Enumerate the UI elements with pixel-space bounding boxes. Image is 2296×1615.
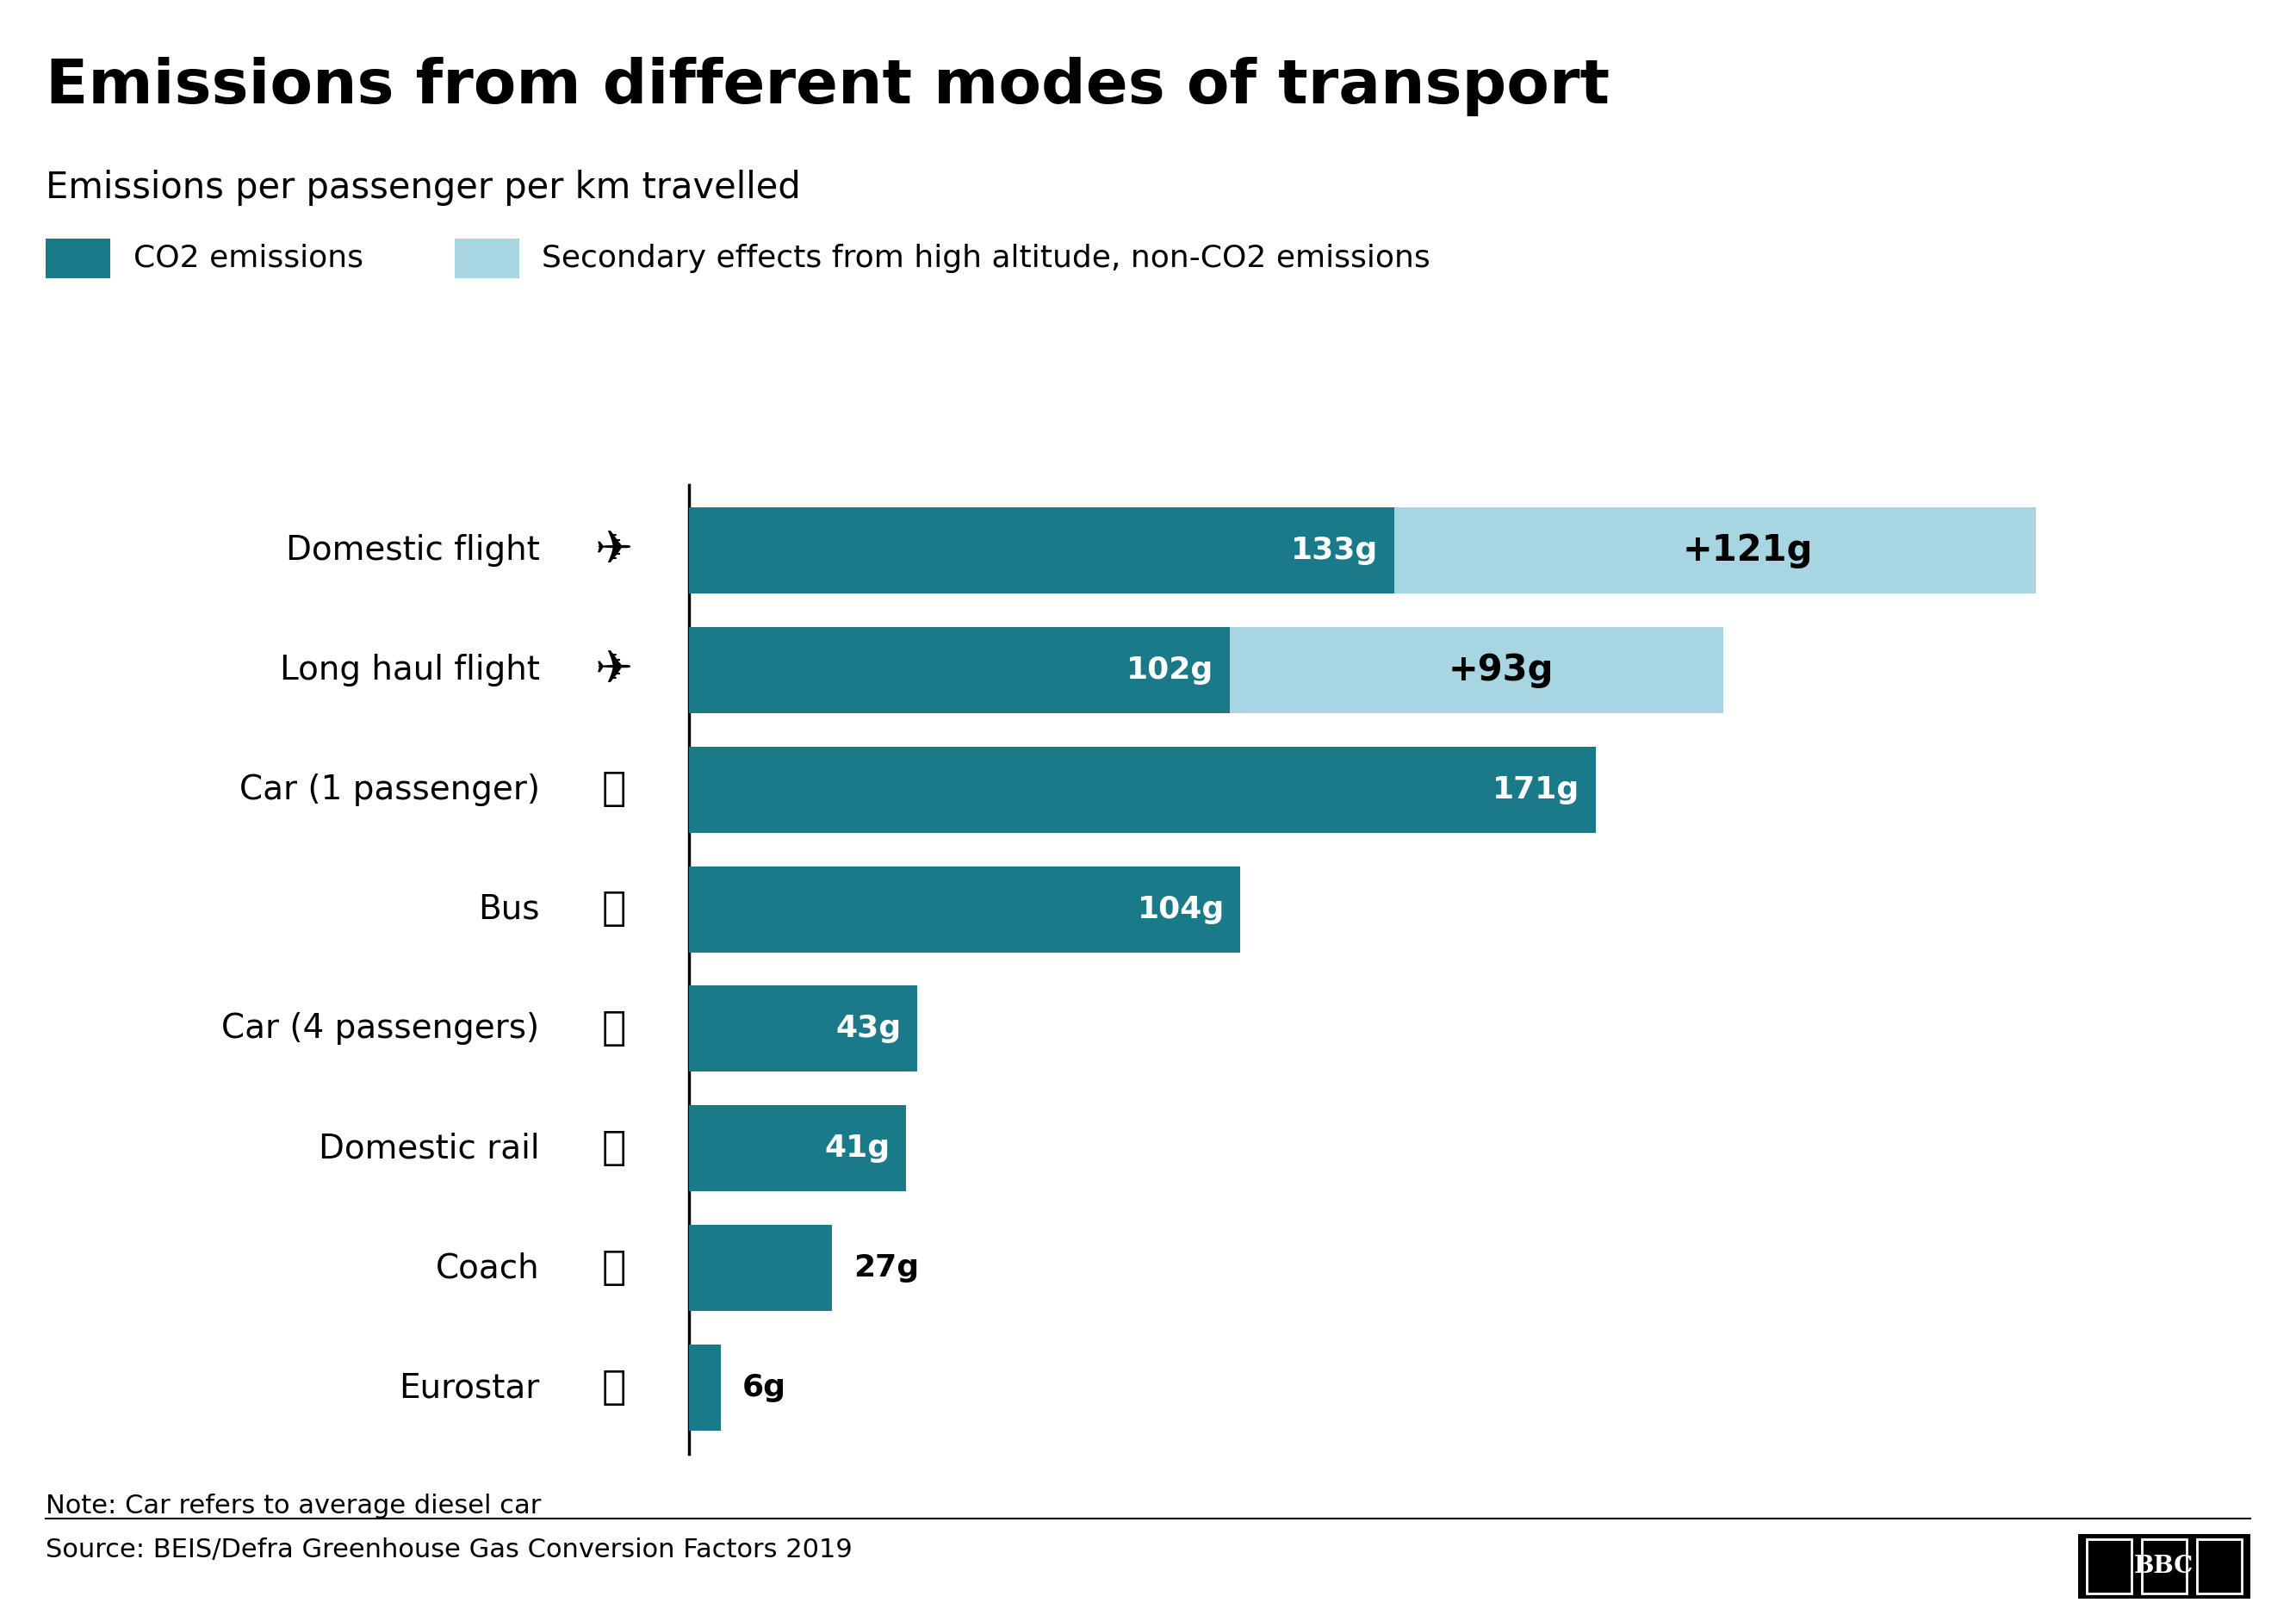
Bar <box>1394 507 2037 593</box>
Text: 171g: 171g <box>1492 775 1580 804</box>
Bar <box>689 866 1240 953</box>
Text: Source: BEIS/Defra Greenhouse Gas Conversion Factors 2019: Source: BEIS/Defra Greenhouse Gas Conver… <box>46 1537 852 1562</box>
Text: CO2 emissions: CO2 emissions <box>133 244 363 273</box>
Text: Emissions per passenger per km travelled: Emissions per passenger per km travelled <box>46 170 801 205</box>
Text: 27g: 27g <box>854 1253 918 1282</box>
Text: ✈: ✈ <box>595 528 634 573</box>
Text: 🚗: 🚗 <box>602 770 627 809</box>
Text: Long haul flight: Long haul flight <box>280 654 540 686</box>
Bar <box>689 746 1596 833</box>
Bar <box>689 507 1394 593</box>
Text: +93g: +93g <box>1449 652 1554 688</box>
Text: Bus: Bus <box>478 893 540 925</box>
Bar <box>689 1345 721 1431</box>
Bar <box>689 627 1231 712</box>
Text: Car (4 passengers): Car (4 passengers) <box>223 1013 540 1045</box>
Bar <box>689 1226 831 1311</box>
Text: Coach: Coach <box>436 1252 540 1284</box>
Bar <box>1231 627 1724 712</box>
FancyBboxPatch shape <box>2087 1539 2131 1594</box>
Text: ✈: ✈ <box>595 648 634 693</box>
Text: 🚌: 🚌 <box>602 890 627 929</box>
FancyBboxPatch shape <box>2142 1539 2186 1594</box>
Text: Domestic rail: Domestic rail <box>319 1132 540 1164</box>
Text: 6g: 6g <box>742 1373 785 1402</box>
Text: +121g: +121g <box>1683 533 1812 568</box>
Text: 🚆: 🚆 <box>602 1129 627 1168</box>
Bar <box>689 1105 907 1192</box>
Text: Domestic flight: Domestic flight <box>285 535 540 567</box>
Text: 🚌: 🚌 <box>602 1248 627 1287</box>
Text: Car (1 passenger): Car (1 passenger) <box>239 774 540 806</box>
Text: BBC: BBC <box>2135 1555 2193 1578</box>
FancyBboxPatch shape <box>2197 1539 2241 1594</box>
Text: Emissions from different modes of transport: Emissions from different modes of transp… <box>46 57 1609 116</box>
Bar <box>689 985 916 1072</box>
Text: 43g: 43g <box>836 1014 900 1043</box>
Text: Note: Car refers to average diesel car: Note: Car refers to average diesel car <box>46 1494 542 1518</box>
Text: 🚗: 🚗 <box>602 1009 627 1048</box>
Text: 133g: 133g <box>1290 536 1378 565</box>
Text: 104g: 104g <box>1137 895 1224 924</box>
Text: 102g: 102g <box>1127 656 1215 685</box>
Text: Secondary effects from high altitude, non-CO2 emissions: Secondary effects from high altitude, no… <box>542 244 1430 273</box>
Text: 🚆: 🚆 <box>602 1368 627 1407</box>
Text: 41g: 41g <box>824 1134 891 1163</box>
Text: Eurostar: Eurostar <box>400 1371 540 1403</box>
